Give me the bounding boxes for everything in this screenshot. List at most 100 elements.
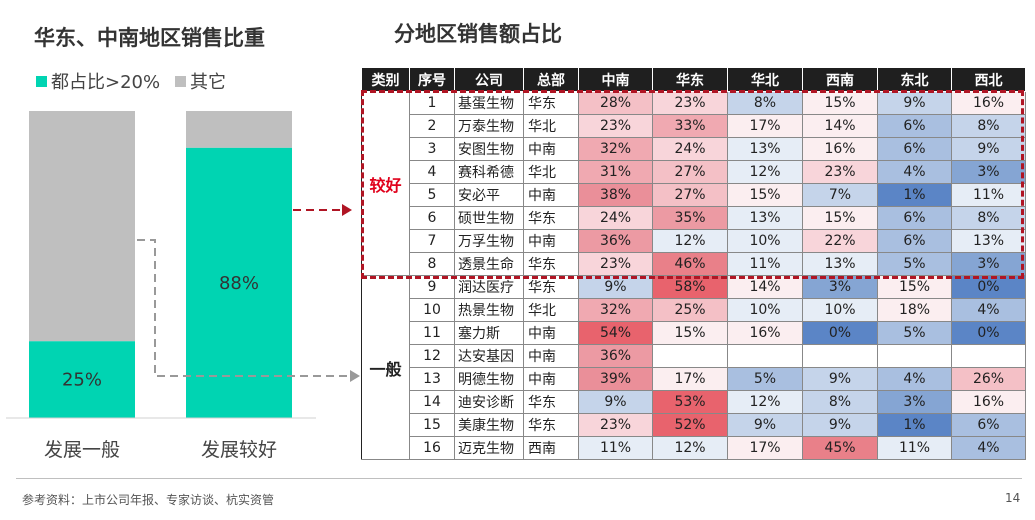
- headquarters-cell: 华东: [523, 252, 579, 276]
- company-cell: 达安基因: [454, 344, 524, 368]
- headquarters-cell: 华东: [523, 275, 579, 299]
- category-cell: 较好: [361, 91, 410, 276]
- share-value-cell: 58%: [652, 275, 728, 299]
- company-cell: 基蛋生物: [454, 91, 524, 115]
- share-value-cell: 23%: [578, 413, 653, 437]
- headquarters-cell: 西南: [523, 436, 579, 460]
- column-header: 公司: [454, 67, 524, 92]
- share-value-cell: 32%: [578, 137, 653, 161]
- share-value-cell: 36%: [578, 229, 653, 253]
- legend-swatch-icon: [175, 75, 186, 87]
- share-value-cell: 8%: [802, 390, 878, 414]
- table-row: 5 安必平 中南 38% 27% 15% 7% 1% 11%: [362, 183, 1026, 207]
- share-value-cell: 54%: [578, 321, 653, 345]
- category-cell: 一般: [361, 275, 410, 460]
- share-value-cell: 16%: [802, 137, 878, 161]
- share-value-cell: 28%: [578, 91, 653, 115]
- share-value-cell: 9%: [727, 413, 803, 437]
- share-value-cell: 13%: [727, 206, 803, 230]
- company-cell: 迈克生物: [454, 436, 524, 460]
- company-cell: 迪安诊断: [454, 390, 524, 414]
- share-value-cell: 16%: [951, 91, 1026, 115]
- company-cell: 赛科希德: [454, 160, 524, 184]
- share-value-cell: 10%: [727, 298, 803, 322]
- row-number-cell: 15: [409, 413, 455, 437]
- share-value-cell: 11%: [727, 252, 803, 276]
- share-value-cell: 25%: [652, 298, 728, 322]
- share-value-cell: 12%: [652, 229, 728, 253]
- category-label: 发展较好: [201, 439, 277, 461]
- table-row: 13 明德生物 中南 39% 17% 5% 9% 4% 26%: [362, 367, 1026, 391]
- headquarters-cell: 中南: [523, 321, 579, 345]
- share-value-cell: 5%: [877, 321, 952, 345]
- share-value-cell: 4%: [951, 298, 1026, 322]
- company-cell: 安图生物: [454, 137, 524, 161]
- legend-label: 都占比>20%: [51, 72, 161, 93]
- row-number-cell: 14: [409, 390, 455, 414]
- share-value-cell: 15%: [652, 321, 728, 345]
- company-cell: 万泰生物: [454, 114, 524, 138]
- row-number-cell: 6: [409, 206, 455, 230]
- row-number-cell: 7: [409, 229, 455, 253]
- share-value-cell: 16%: [951, 390, 1026, 414]
- share-value-cell: 17%: [727, 114, 803, 138]
- row-number-cell: 10: [409, 298, 455, 322]
- column-header: 西南: [802, 67, 878, 92]
- share-value-cell: 4%: [877, 160, 952, 184]
- bar-high-share-0: [29, 341, 135, 418]
- row-number-cell: 5: [409, 183, 455, 207]
- company-cell: 明德生物: [454, 367, 524, 391]
- share-value-cell: 10%: [727, 229, 803, 253]
- column-header: 西北: [951, 67, 1026, 92]
- legend-item-high-share: 都占比>20%: [36, 68, 160, 94]
- bar-other-0: [29, 111, 135, 342]
- stacked-bar-chart: 25% 发展一般 88% 发展较好: [6, 111, 316, 461]
- share-value-cell: 9%: [951, 137, 1026, 161]
- footer-source: 参考资料：上市公司年报、专家访谈、杭实资管: [22, 493, 275, 507]
- share-value-cell: 6%: [877, 114, 952, 138]
- company-cell: 热景生物: [454, 298, 524, 322]
- share-value-cell: 11%: [877, 436, 952, 460]
- bar-data-label: 88%: [219, 273, 259, 294]
- table-row: 3 安图生物 中南 32% 24% 13% 16% 6% 9%: [362, 137, 1026, 161]
- headquarters-cell: 中南: [523, 344, 579, 368]
- share-value-cell: 6%: [877, 206, 952, 230]
- share-value-cell: 46%: [652, 252, 728, 276]
- bar-other-1: [186, 111, 292, 148]
- share-value-cell: 23%: [578, 114, 653, 138]
- share-value-cell: 24%: [652, 137, 728, 161]
- company-cell: 安必平: [454, 183, 524, 207]
- share-value-cell: 11%: [951, 183, 1026, 207]
- headquarters-cell: 中南: [523, 367, 579, 391]
- share-value-cell: 12%: [727, 390, 803, 414]
- row-number-cell: 11: [409, 321, 455, 345]
- share-value-cell: 27%: [652, 183, 728, 207]
- share-value-cell: 0%: [951, 275, 1026, 299]
- share-value-cell: 9%: [578, 275, 653, 299]
- share-value-cell: 13%: [951, 229, 1026, 253]
- share-value-cell: 18%: [877, 298, 952, 322]
- arrowhead-good-icon: [342, 204, 352, 216]
- footer-divider: [16, 478, 1022, 479]
- table-row: 11 塞力斯 中南 54% 15% 16% 0% 5% 0%: [362, 321, 1026, 345]
- legend-item-other: 其它: [175, 68, 226, 94]
- share-value-cell: 5%: [877, 252, 952, 276]
- row-number-cell: 16: [409, 436, 455, 460]
- headquarters-cell: 中南: [523, 183, 579, 207]
- share-value-cell: 33%: [652, 114, 728, 138]
- share-value-cell: [727, 344, 803, 368]
- share-value-cell: 0%: [802, 321, 878, 345]
- table-title: 分地区销售额占比: [394, 22, 562, 46]
- table-row: 7 万孚生物 中南 36% 12% 10% 22% 6% 13%: [362, 229, 1026, 253]
- share-value-cell: 39%: [578, 367, 653, 391]
- table-row: 8 透景生命 华东 23% 46% 11% 13% 5% 3%: [362, 252, 1026, 276]
- legend-label: 其它: [190, 72, 226, 93]
- share-value-cell: 3%: [951, 252, 1026, 276]
- share-value-cell: 45%: [802, 436, 878, 460]
- column-header: 华北: [727, 67, 803, 92]
- row-number-cell: 4: [409, 160, 455, 184]
- share-value-cell: 36%: [578, 344, 653, 368]
- share-value-cell: 27%: [652, 160, 728, 184]
- share-value-cell: 26%: [951, 367, 1026, 391]
- column-header: 总部: [523, 67, 579, 92]
